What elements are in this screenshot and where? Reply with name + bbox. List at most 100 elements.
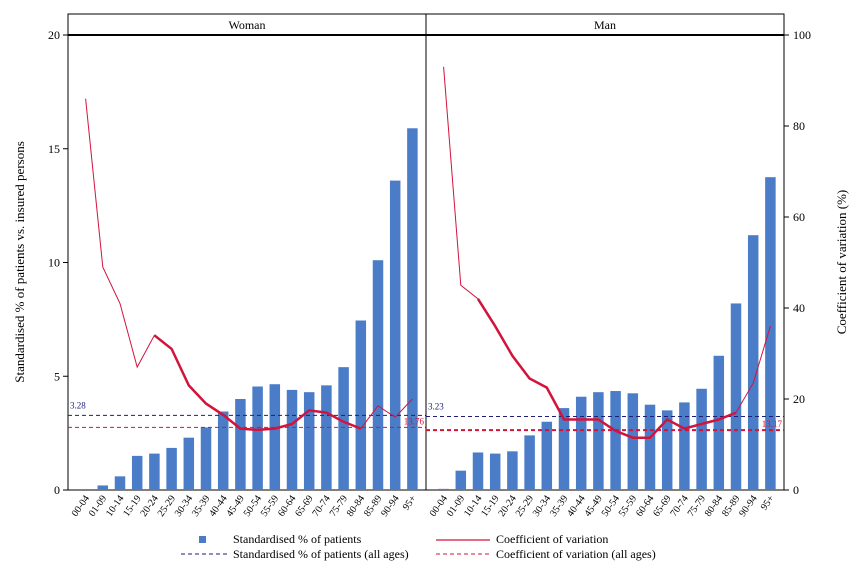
x-tick-label: 20-24 [138, 493, 160, 518]
x-tick-label: 00-04 [428, 493, 450, 518]
bar [541, 421, 553, 490]
bar [338, 367, 349, 490]
x-tick-label: 25-29 [156, 493, 178, 518]
x-tick-label: 70-74 [668, 493, 690, 518]
bar [524, 435, 535, 490]
x-tick-label: 50-54 [600, 493, 622, 518]
x-tick-label: 20-24 [496, 493, 518, 518]
x-tick-label: 35-39 [190, 493, 212, 518]
panels-layer: Woman00-0401-0910-1415-1920-2425-2930-34… [67, 13, 785, 519]
panel-man: Man 00-0401-0910-1415-1920-2425-2930-3435… [425, 13, 785, 519]
y-right-tick-label: 100 [793, 28, 811, 42]
panel-title: Woman [228, 18, 265, 32]
ref-cv-label: 13.76 [404, 416, 425, 426]
y-axis-label-right: Coefficient of variation (%) [834, 190, 849, 335]
y-axis-label-left: Standardised % of patients vs. insured p… [12, 141, 27, 383]
bar [166, 447, 177, 490]
bar [575, 396, 587, 490]
bar [765, 177, 776, 490]
bar [235, 399, 246, 490]
bar [455, 470, 467, 490]
x-tick-label: 45-49 [582, 493, 604, 518]
bar [593, 392, 604, 490]
bar [407, 128, 418, 490]
bar [97, 485, 109, 490]
x-tick-label: 30-34 [173, 493, 195, 518]
bar [679, 402, 690, 490]
x-tick-label: 15-19 [121, 493, 143, 518]
y-left-tick-label: 20 [48, 28, 60, 42]
y-left-tick-label: 15 [48, 142, 60, 156]
bar [438, 488, 449, 490]
y-right-tick-label: 80 [793, 119, 805, 133]
bar [696, 388, 707, 490]
x-tick-label: 10-14 [104, 493, 126, 518]
bar [472, 452, 484, 490]
bar [114, 476, 126, 490]
panel-frame [425, 34, 785, 491]
ref-pct-label: 3.28 [70, 400, 86, 410]
x-tick-label: 85-89 [720, 493, 742, 518]
x-tick-label: 40-44 [207, 493, 229, 518]
bar [372, 260, 384, 490]
legend-bar-swatch [199, 536, 206, 543]
bar [610, 391, 621, 490]
x-tick-label: 75-79 [328, 493, 350, 518]
legend: Standardised % of patients Coefficient o… [181, 532, 656, 561]
x-tick-label: 60-64 [634, 493, 656, 518]
bar [200, 427, 212, 490]
bar [286, 389, 298, 490]
x-tick-label: 35-39 [548, 493, 570, 518]
x-tick-label: 85-89 [362, 493, 384, 518]
y-left-tick-label: 5 [54, 369, 60, 383]
x-tick-label: 01-09 [445, 493, 467, 518]
bar [713, 355, 725, 490]
x-tick-label: 50-54 [242, 493, 264, 518]
bar [269, 384, 281, 490]
y-right-tick-label: 0 [793, 483, 799, 497]
legend-ref-cv-label: Coefficient of variation (all ages) [496, 547, 656, 561]
bar [217, 411, 229, 490]
x-tick-label: 60-64 [276, 493, 298, 518]
bar [507, 451, 518, 490]
bar [558, 408, 570, 490]
x-tick-label: 01-09 [87, 493, 109, 518]
legend-bar-label: Standardised % of patients [233, 532, 362, 546]
bar [627, 393, 639, 490]
x-tick-label: 80-84 [703, 493, 725, 518]
y-left-tick-label: 10 [48, 256, 60, 270]
x-tick-label: 75-79 [686, 493, 708, 518]
bar [489, 453, 501, 490]
panel-title: Man [594, 18, 616, 32]
x-tick-label: 00-04 [70, 493, 92, 518]
bar [131, 455, 143, 490]
ref-cv-label: 13.17 [762, 419, 783, 429]
y-right-tick-label: 60 [793, 210, 805, 224]
x-tick-label: 90-94 [379, 493, 401, 518]
bar [661, 410, 673, 490]
bar [644, 404, 656, 490]
x-tick-label: 90-94 [737, 493, 759, 518]
bar [321, 385, 332, 490]
bar [355, 320, 367, 490]
y-right-tick-label: 20 [793, 392, 805, 406]
bar [389, 180, 401, 490]
x-tick-label: 70-74 [310, 493, 332, 518]
x-tick-label: 95+ [759, 493, 777, 512]
cv-line-bold [476, 298, 737, 439]
x-tick-label: 80-84 [345, 493, 367, 518]
x-tick-label: 65-69 [651, 493, 673, 518]
ref-pct-label: 3.23 [428, 402, 444, 412]
bar [747, 235, 759, 490]
panel-frame [67, 34, 427, 491]
panel-woman: Woman 00-0401-0910-1415-1920-2425-2930-34… [67, 13, 427, 519]
bar [303, 392, 315, 490]
bar [252, 386, 263, 490]
bar [149, 453, 160, 490]
x-tick-label: 25-29 [514, 493, 536, 518]
x-tick-label: 55-59 [617, 493, 639, 518]
x-tick-label: 15-19 [479, 493, 501, 518]
y-right-tick-label: 40 [793, 301, 805, 315]
